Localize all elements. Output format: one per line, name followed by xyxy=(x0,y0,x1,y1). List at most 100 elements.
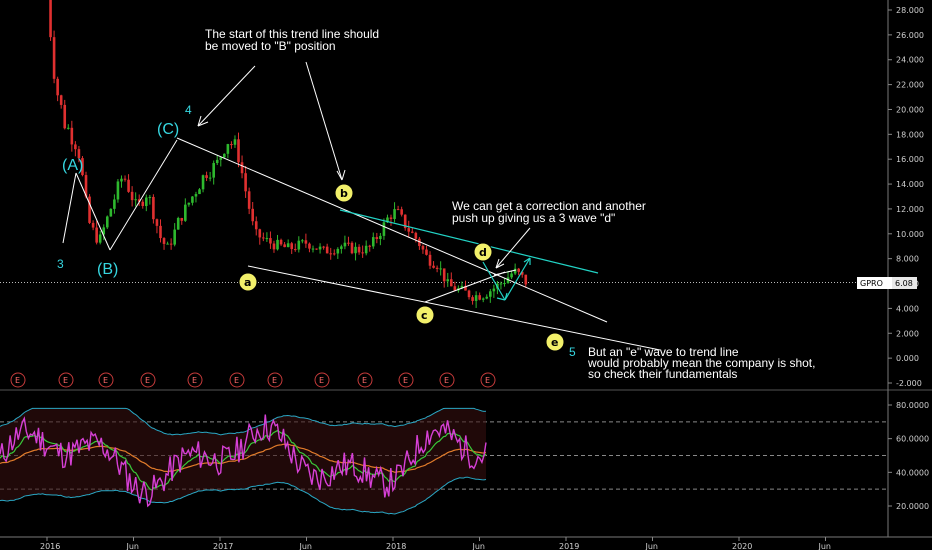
earnings-marker-label: E xyxy=(362,376,367,385)
top-note-line1: The start of this trend line should xyxy=(205,27,379,41)
circle-e-label: e xyxy=(551,336,558,349)
osc-y-tick-label: 20.0000 xyxy=(896,502,929,511)
earnings-marker-label: E xyxy=(485,376,490,385)
candle-body xyxy=(322,246,325,248)
y-tick-label: 16.000 xyxy=(896,155,924,164)
candle-body xyxy=(226,144,230,154)
candle-body xyxy=(74,144,77,150)
candle-body xyxy=(329,253,333,255)
right-note-line1: We can get a correction and another xyxy=(452,199,646,213)
earnings-marker xyxy=(314,372,330,388)
y-tick-label: 12.000 xyxy=(896,205,924,214)
candle-body xyxy=(262,237,265,239)
candle-body xyxy=(439,268,442,270)
arrow-head xyxy=(496,297,506,301)
bottom-note-line1: But an "e" wave to trend line xyxy=(588,345,739,359)
candle-body xyxy=(464,285,467,291)
circle-b: b xyxy=(334,183,354,203)
candle-body xyxy=(425,249,428,255)
candle-body xyxy=(187,202,191,205)
candle-body xyxy=(123,178,127,180)
y-tick-label: 20.000 xyxy=(896,105,924,114)
osc-y-tick-label: 80.0000 xyxy=(896,401,929,410)
candle-body xyxy=(145,197,148,207)
band-lower xyxy=(0,476,487,515)
earnings-marker xyxy=(229,372,245,388)
candle-body xyxy=(442,268,446,282)
earnings-marker xyxy=(140,372,156,388)
candle-body xyxy=(364,245,368,254)
wave-label-A: (A) xyxy=(62,157,83,174)
candle-body xyxy=(393,209,396,219)
candle-body xyxy=(251,208,254,222)
wave-label-4: 4 xyxy=(185,103,192,117)
x-tick-label: Jun xyxy=(645,542,659,550)
candle-body xyxy=(407,228,411,232)
candle-body xyxy=(332,253,336,255)
candle-body xyxy=(375,237,379,239)
y-tick-label: 4.000 xyxy=(896,304,919,313)
candle-body xyxy=(52,37,56,79)
candle-body xyxy=(435,267,439,269)
earnings-marker-label: E xyxy=(103,376,108,385)
candle-body xyxy=(230,144,233,146)
candle-body xyxy=(453,286,457,291)
earnings-marker xyxy=(439,372,455,388)
candle-body xyxy=(279,239,283,245)
earnings-marker-label: E xyxy=(63,376,68,385)
candle-body xyxy=(286,243,290,248)
candle-body xyxy=(357,246,361,253)
y-tick-label: 14.000 xyxy=(896,180,924,189)
earnings-marker xyxy=(98,372,114,388)
candle-body xyxy=(66,127,70,129)
arrow-head xyxy=(523,257,531,263)
candle-body xyxy=(141,201,145,207)
candle-body xyxy=(134,199,137,201)
arrow-head xyxy=(504,292,508,301)
candles xyxy=(49,0,528,308)
candle-body xyxy=(162,238,166,244)
candle-body xyxy=(205,175,208,178)
candle-body xyxy=(49,0,52,38)
candle-body xyxy=(247,191,251,209)
candle-body xyxy=(467,290,471,298)
candle-body xyxy=(269,238,272,244)
candle-body xyxy=(233,139,237,145)
candle-body xyxy=(350,242,354,254)
candle-body xyxy=(446,279,450,282)
x-tick-label: 2019 xyxy=(559,542,579,550)
circle-c: c xyxy=(415,305,435,325)
candle-body xyxy=(283,244,286,248)
earnings-marker xyxy=(357,372,373,388)
candle-body xyxy=(88,196,91,223)
wave-line xyxy=(75,172,111,251)
y-tick-label: 18.000 xyxy=(896,130,924,139)
candle-body xyxy=(208,177,212,179)
candle-body xyxy=(191,196,194,203)
candle-body xyxy=(290,243,294,250)
candle-body xyxy=(354,246,357,254)
candle-body xyxy=(169,243,173,245)
candle-body xyxy=(343,242,347,247)
candle-body xyxy=(347,242,350,244)
candle-body xyxy=(520,271,524,275)
earnings-marker xyxy=(58,372,74,388)
earnings-marker-label: E xyxy=(192,376,197,385)
candle-body xyxy=(137,199,141,202)
candle-body xyxy=(311,248,315,250)
teal-trend-line xyxy=(339,209,599,274)
lower-trend-line xyxy=(247,265,661,351)
candle-body xyxy=(155,219,159,226)
earnings-marker xyxy=(398,372,414,388)
y-tick-label: 2.000 xyxy=(896,329,919,338)
x-tick-label: Jun xyxy=(126,542,140,550)
candle-body xyxy=(474,295,478,301)
osc-y-tick-label: 40.0000 xyxy=(896,468,929,477)
candle-body xyxy=(524,274,528,285)
candle-body xyxy=(403,214,407,229)
x-tick-label: Jun xyxy=(472,542,486,550)
projection-line xyxy=(482,261,506,301)
candle-body xyxy=(148,196,152,198)
